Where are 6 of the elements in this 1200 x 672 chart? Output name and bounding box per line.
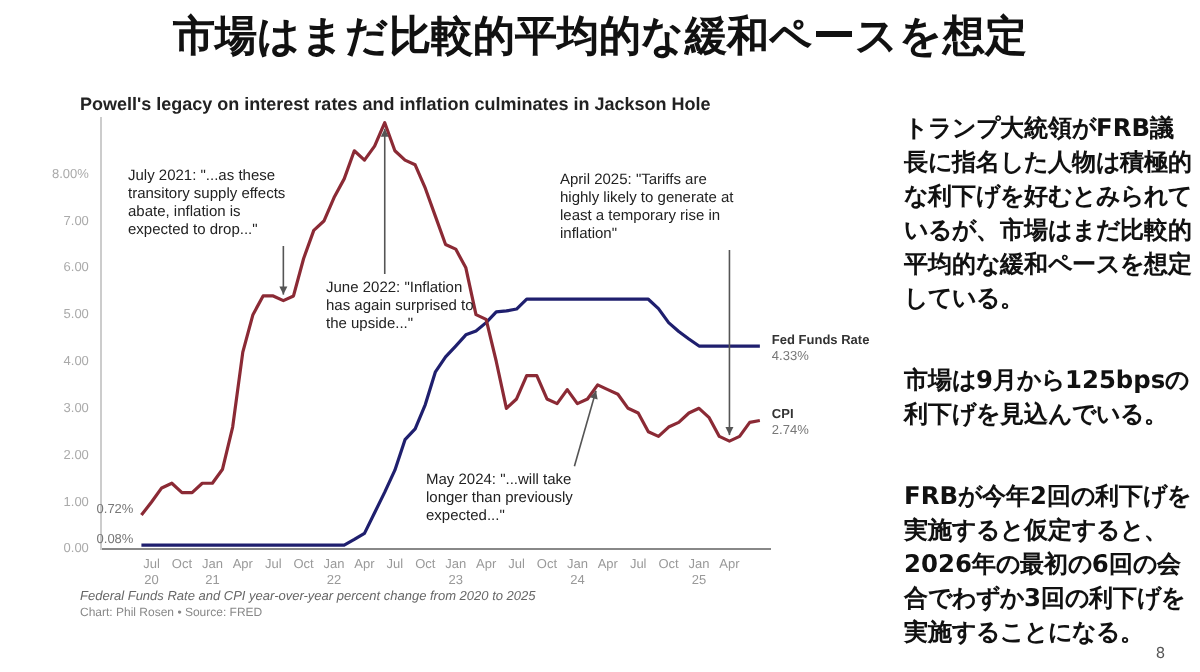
text: 市場は9月から125bpsの利下げを見込んでいる。 <box>904 364 1192 432</box>
chart-title: 市場はまだ比較的平均的な緩和ペースを想定 <box>171 10 1029 64</box>
text: FRBが今年2回の利下げを実施すると仮定すると、2026年の最初の6回の会合でわずか3回の利下げを実施することになる。 <box>904 482 1191 646</box>
text: トランプ大統領がFRB議長に指名した人物は積極的な利下げを好むとみられているが、市場はまだ比較的平均的な緩和ペースを想定している。 <box>904 112 1192 316</box>
text: 8 <box>1156 644 1167 662</box>
chart-subtitle: Powell's legacy on interest rates and inflation culminates in Jackson Hole <box>80 94 713 114</box>
